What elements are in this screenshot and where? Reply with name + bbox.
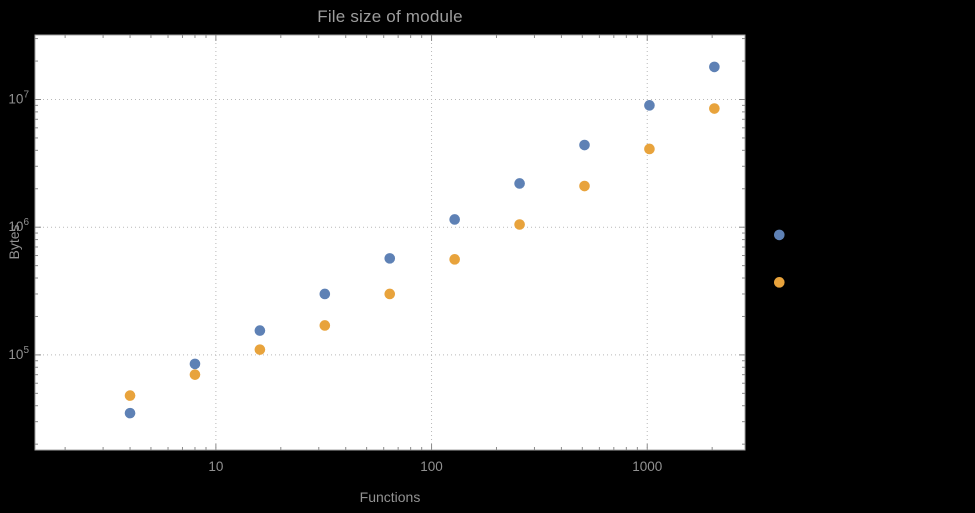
x-tick-label: 10	[208, 459, 223, 474]
data-point-series-blue	[319, 288, 331, 300]
data-point-series-blue	[124, 407, 136, 419]
data-point-series-orange	[644, 143, 655, 155]
data-point-series-blue	[514, 178, 525, 189]
data-point-series-orange	[254, 344, 266, 355]
data-point-series-orange	[384, 288, 396, 300]
data-point-series-orange	[189, 369, 201, 380]
data-point-series-blue	[449, 214, 460, 225]
data-point-series-blue	[644, 100, 655, 111]
plot-frame	[34, 34, 746, 451]
data-point-series-orange	[579, 180, 590, 192]
y-tick-label: 106	[8, 217, 29, 234]
data-point-series-orange	[449, 254, 460, 265]
data-point-series-orange	[774, 277, 785, 288]
data-point-series-orange	[319, 320, 331, 331]
data-point-series-orange	[124, 390, 136, 401]
data-point-series-blue	[579, 139, 590, 151]
data-point-series-blue	[384, 253, 396, 264]
data-point-series-blue	[709, 61, 720, 73]
y-tick-label: 107	[8, 90, 29, 107]
data-point-series-blue	[254, 325, 266, 336]
chart-title: File size of module	[317, 7, 463, 26]
x-tick-label: 100	[420, 459, 443, 474]
data-point-series-orange	[514, 219, 525, 230]
data-point-series-blue	[774, 229, 785, 241]
plot-area	[35, 35, 745, 450]
x-axis-label: Functions	[359, 489, 421, 505]
x-tick-label: 1000	[632, 459, 662, 474]
y-axis-label: Bytes	[6, 224, 22, 260]
data-point-series-orange	[709, 103, 720, 114]
y-tick-label: 105	[8, 345, 29, 362]
data-point-series-blue	[189, 358, 201, 370]
